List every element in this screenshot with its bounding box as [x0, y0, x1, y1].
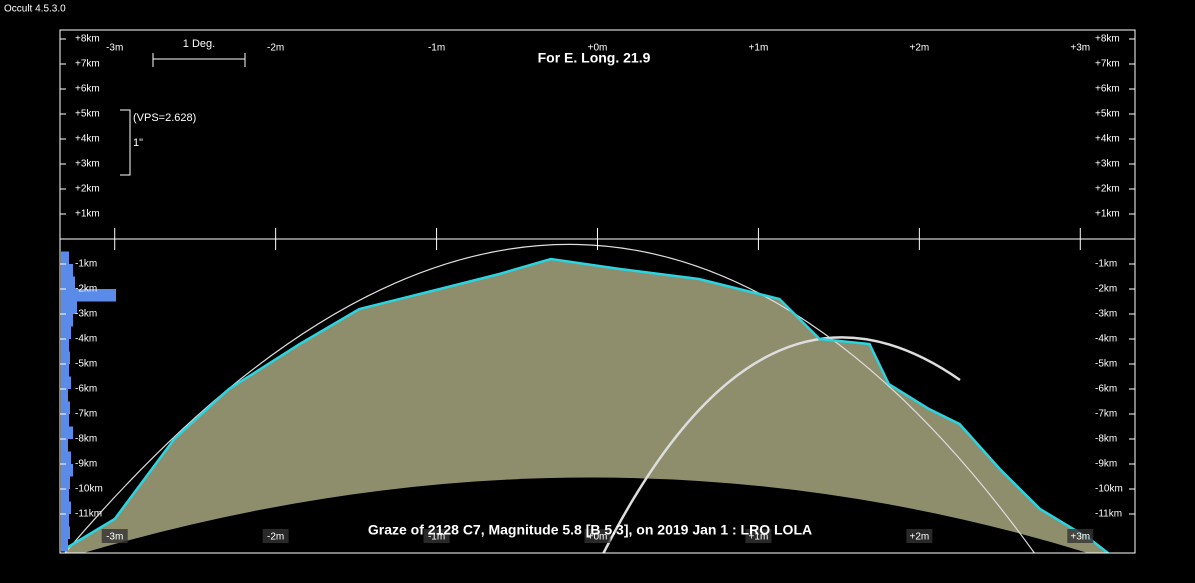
x-tick-label-bottom: +0m [588, 532, 608, 543]
y-tick-label-right: -9km [1095, 459, 1117, 470]
y-tick-label-right: -6km [1095, 384, 1117, 395]
histogram-bar [61, 276, 75, 289]
x-tick-label-top: +1m [749, 43, 769, 54]
x-tick-label-bottom: -1m [428, 532, 445, 543]
x-tick-label-top: +2m [909, 43, 929, 54]
y-tick-label-left: +6km [75, 84, 100, 95]
histogram-bar [61, 289, 116, 302]
histogram-bar [61, 414, 69, 427]
y-tick-label-left: +4km [75, 134, 100, 145]
x-tick-label-bg [262, 529, 289, 543]
x-tick-label-bg [906, 529, 933, 543]
y-tick-label-left: -9km [75, 459, 97, 470]
histogram-bar [61, 264, 73, 277]
y-tick-label-left: -1km [75, 259, 97, 270]
histogram-bar [61, 326, 71, 339]
histogram-bar [61, 314, 73, 327]
x-tick-label-bg [101, 529, 128, 543]
limb-fill [64, 259, 1108, 553]
dark-limb [83, 477, 1088, 553]
x-tick-label-bg [745, 529, 772, 543]
y-tick-label-right: -8km [1095, 434, 1117, 445]
x-tick-label-top: -3m [106, 43, 123, 54]
histogram-bar [61, 389, 68, 402]
y-tick-label-right: +6km [1095, 84, 1120, 95]
histogram-bar [61, 501, 71, 514]
y-tick-label-right: -1km [1095, 259, 1117, 270]
x-tick-label-bottom: +1m [749, 532, 769, 543]
y-tick-label-right: +4km [1095, 134, 1120, 145]
y-tick-label-left: -7km [75, 409, 97, 420]
y-tick-label-left: -6km [75, 384, 97, 395]
y-tick-label-right: -10km [1095, 484, 1123, 495]
y-tick-label-left: +3km [75, 159, 100, 170]
limb-profile [64, 257, 1111, 553]
x-tick-label-bg [584, 529, 611, 543]
histogram-bar [61, 464, 73, 477]
y-tick-label-left: -10km [75, 484, 103, 495]
x-tick-label-bg [423, 529, 450, 543]
caption: Graze of 2128 C7, Magnitude 5.8 [B 5.3],… [368, 522, 812, 538]
x-tick-label-top: +0m [588, 43, 608, 54]
y-tick-label-left: -5km [75, 359, 97, 370]
arcsec-label: 1" [133, 137, 143, 149]
histogram-bar [61, 376, 71, 389]
plot-frame [59, 29, 1136, 554]
secondary-arc [602, 336, 961, 553]
histogram-bar [61, 451, 71, 464]
y-tick-label-right: -7km [1095, 409, 1117, 420]
x-tick-label-top: -1m [428, 43, 445, 54]
x-tick-label-bottom: +3m [1070, 532, 1090, 543]
y-tick-label-left: +5km [75, 109, 100, 120]
histogram-bar [61, 539, 68, 552]
y-tick-label-right: +5km [1095, 109, 1120, 120]
plot-area [64, 243, 1111, 553]
window-title: Occult 4.5.3.0 [4, 4, 66, 15]
y-tick-label-right: -2km [1095, 284, 1117, 295]
x-tick-label-bg [1067, 529, 1094, 543]
y-tick-label-left: -3km [75, 309, 97, 320]
y-tick-label-right: -5km [1095, 359, 1117, 370]
plot-title: For E. Long. 21.9 [538, 50, 651, 66]
y-tick-label-right: +1km [1095, 209, 1120, 220]
x-tick-label-top: -2m [267, 43, 284, 54]
histogram-bar [61, 489, 69, 502]
vps-bracket [120, 109, 131, 176]
y-tick-label-left: -8km [75, 434, 97, 445]
histogram-bar [61, 364, 69, 377]
y-tick-label-left: -2km [75, 284, 97, 295]
x-tick-label-bottom: -2m [267, 532, 284, 543]
y-tick-label-right: +8km [1095, 34, 1120, 45]
y-tick-label-right: +7km [1095, 59, 1120, 70]
histogram-bar [61, 251, 69, 264]
histogram-bar [61, 526, 70, 539]
y-tick-label-right: +3km [1095, 159, 1120, 170]
y-tick-label-left: -11km [75, 509, 102, 520]
y-tick-label-left: +1km [75, 209, 100, 220]
vps-label: (VPS=2.628) [133, 112, 196, 124]
y-tick-label-left: +8km [75, 34, 100, 45]
histogram-bar [61, 301, 77, 314]
y-tick-label-right: -11km [1095, 509, 1122, 520]
histogram-bar [61, 339, 69, 352]
histogram-bar [61, 426, 73, 439]
histogram-bar [61, 514, 69, 527]
y-tick-label-left: -4km [75, 334, 97, 345]
histogram-bar [61, 401, 70, 414]
x-tick-label-bottom: -3m [106, 532, 123, 543]
x-tick-label-bottom: +2m [909, 532, 929, 543]
scale-label: 1 Deg. [183, 38, 215, 50]
x-tick-label-top: +3m [1070, 43, 1090, 54]
histogram-bar [61, 476, 70, 489]
histogram-bar [61, 439, 68, 452]
y-tick-label-left: +7km [75, 59, 100, 70]
y-tick-label-right: -3km [1095, 309, 1117, 320]
histogram-bar [61, 351, 70, 364]
y-tick-label-left: +2km [75, 184, 100, 195]
y-tick-label-right: -4km [1095, 334, 1117, 345]
y-tick-label-right: +2km [1095, 184, 1120, 195]
